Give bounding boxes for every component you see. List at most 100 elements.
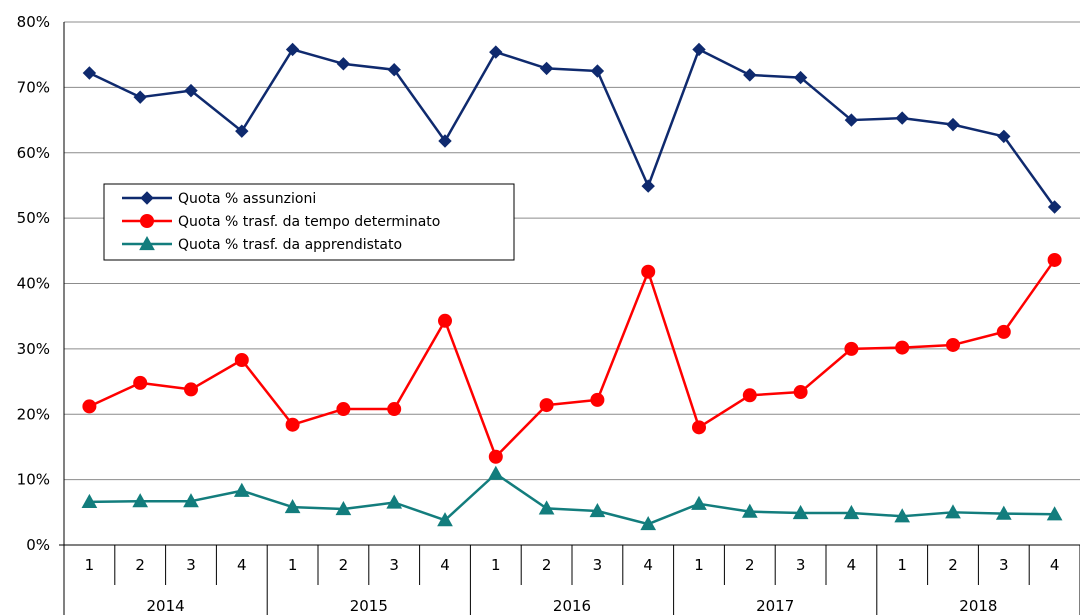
series-line xyxy=(88,259,1056,458)
x-tick-label: 3 xyxy=(593,556,603,574)
data-point xyxy=(285,417,300,432)
data-point xyxy=(640,516,657,531)
data-point xyxy=(996,324,1011,339)
x-tick-label: 3 xyxy=(186,556,196,574)
x-tick-label: 1 xyxy=(897,556,907,574)
y-tick-label: 50% xyxy=(17,209,50,227)
data-point xyxy=(133,375,148,390)
data-point xyxy=(488,449,503,464)
data-point xyxy=(335,501,352,516)
data-point xyxy=(183,493,199,508)
y-tick-label: 40% xyxy=(17,275,50,293)
data-point xyxy=(539,61,554,76)
data-point xyxy=(641,264,656,279)
y-tick-label: 60% xyxy=(17,144,50,162)
y-tick-label: 0% xyxy=(26,536,50,554)
x-tick-label: 2 xyxy=(135,556,145,574)
data-point xyxy=(945,504,961,519)
data-point xyxy=(590,392,605,407)
data-point xyxy=(387,63,401,77)
legend: Quota % assunzioni Quota % trasf. da temp… xyxy=(103,183,515,261)
x-tick-label: 4 xyxy=(643,556,653,574)
legend-label: Quota % trasf. da apprendistato xyxy=(178,237,402,253)
data-point xyxy=(844,341,859,356)
data-point xyxy=(641,179,655,193)
series-line xyxy=(88,48,1056,208)
data-point xyxy=(995,505,1012,520)
x-tick-label: 4 xyxy=(440,556,450,574)
year-label: 2016 xyxy=(553,597,591,615)
data-point xyxy=(438,134,452,148)
legend-label: Quota % trasf. da tempo determinato xyxy=(178,214,440,230)
data-point xyxy=(793,385,808,400)
data-point xyxy=(844,113,859,127)
data-point xyxy=(946,337,960,352)
data-point xyxy=(387,402,402,417)
data-point xyxy=(589,502,606,518)
data-point xyxy=(184,382,198,397)
data-point xyxy=(742,388,757,403)
data-point xyxy=(793,70,808,85)
data-point xyxy=(792,504,809,520)
x-tick-label: 3 xyxy=(389,556,399,574)
year-label: 2014 xyxy=(147,597,185,615)
x-tick-label: 1 xyxy=(288,556,298,574)
series-circle xyxy=(82,252,1062,464)
data-point xyxy=(437,512,453,527)
data-point xyxy=(184,83,198,98)
axes: 0% 10% 20% 30% 40% 50% 60% 70% 80% 1 2 3 4 1 2 3 4 1 2 3 4 1 2… xyxy=(17,13,1080,615)
x-tick-label: 1 xyxy=(85,556,95,574)
data-point xyxy=(234,352,249,367)
x-tick-label: 2 xyxy=(948,556,958,574)
data-point xyxy=(997,129,1011,144)
series-triangle xyxy=(81,465,1063,531)
y-tick-label: 70% xyxy=(17,78,50,96)
data-point xyxy=(590,64,605,78)
x-tick-label: 2 xyxy=(745,556,755,574)
data-point xyxy=(489,45,503,59)
data-point xyxy=(82,399,97,414)
y-tick-label: 30% xyxy=(17,340,50,358)
data-point xyxy=(894,508,911,523)
x-tick-label: 2 xyxy=(339,556,349,574)
year-label: 2018 xyxy=(959,597,997,615)
data-point xyxy=(284,499,301,514)
data-point xyxy=(336,57,351,71)
data-point xyxy=(1046,506,1063,521)
legend-box xyxy=(103,183,515,261)
x-tick-label: 4 xyxy=(1050,556,1060,574)
year-label: 2017 xyxy=(756,597,794,615)
plot-series xyxy=(81,42,1063,531)
data-point xyxy=(235,124,249,138)
x-tick-label: 1 xyxy=(694,556,704,574)
x-tick-label: 3 xyxy=(999,556,1009,574)
data-point xyxy=(741,503,758,518)
legend-marker xyxy=(140,214,154,228)
data-point xyxy=(132,493,149,508)
x-tick-label: 2 xyxy=(542,556,552,574)
data-point xyxy=(946,117,960,132)
data-point xyxy=(133,90,147,104)
data-point xyxy=(692,42,706,57)
data-point xyxy=(1047,200,1062,214)
data-point xyxy=(1047,252,1062,267)
series-diamond xyxy=(82,42,1062,214)
year-label: 2015 xyxy=(350,597,388,615)
y-tick-label: 10% xyxy=(17,471,50,489)
data-point xyxy=(539,398,554,413)
data-point xyxy=(691,495,707,510)
series-line xyxy=(89,472,1055,526)
data-point xyxy=(233,482,250,497)
data-point xyxy=(336,402,351,417)
data-point xyxy=(692,420,706,435)
data-point xyxy=(438,313,452,328)
x-tick-label: 1 xyxy=(491,556,501,574)
legend-marker xyxy=(139,235,155,251)
legend-label: Quota % assunzioni xyxy=(178,191,316,207)
data-point xyxy=(81,493,98,508)
data-point xyxy=(386,494,403,509)
y-tick-label: 80% xyxy=(17,13,50,31)
data-point xyxy=(743,68,757,82)
x-tick-label: 4 xyxy=(237,556,247,574)
